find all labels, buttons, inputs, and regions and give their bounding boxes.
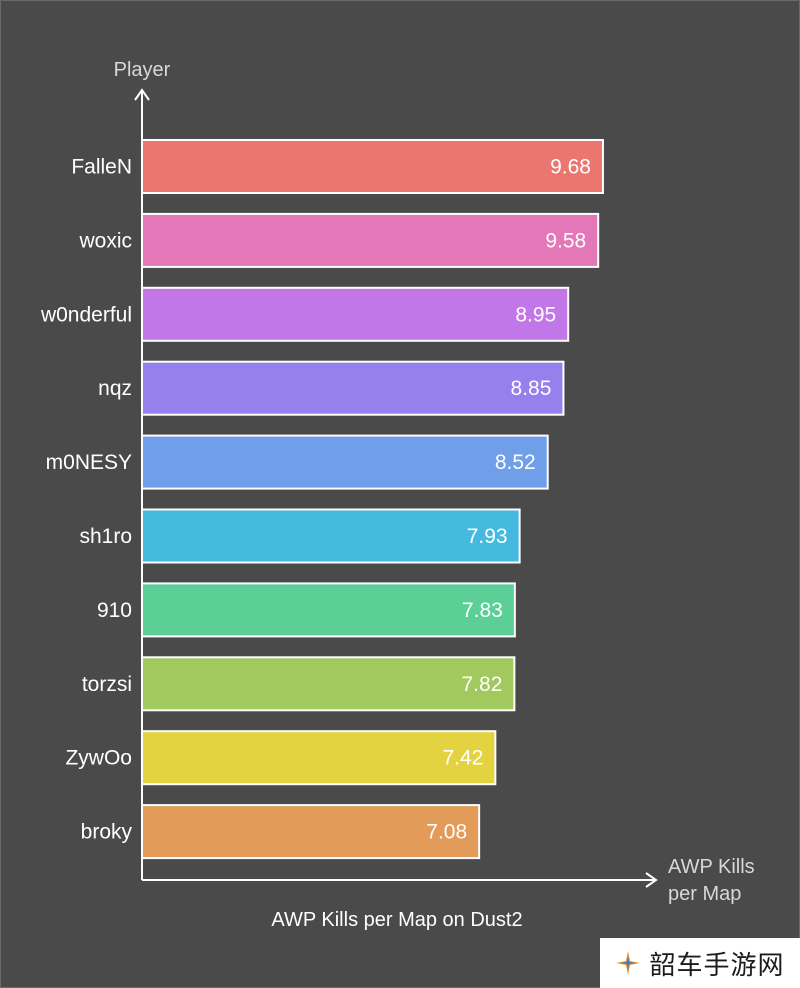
watermark-text: 韶车手游网 — [649, 950, 785, 981]
value-label: 8.85 — [511, 377, 552, 400]
value-label: 8.95 — [515, 303, 556, 326]
category-label: 910 — [97, 599, 132, 622]
x-axis — [142, 872, 658, 888]
value-label: 7.08 — [426, 821, 467, 844]
value-label: 7.93 — [467, 525, 508, 548]
bar-fallen — [141, 139, 604, 194]
bar-nqz — [141, 360, 565, 416]
bar-zywoo — [141, 730, 497, 786]
value-label: 8.52 — [495, 451, 536, 474]
x-axis-title-line-2: per Map — [668, 883, 741, 905]
value-label: 9.58 — [545, 229, 586, 252]
bar-m0nesy — [141, 434, 549, 490]
bar-torzsi — [141, 656, 516, 712]
value-label: 7.42 — [442, 747, 483, 770]
category-label: m0NESY — [46, 451, 132, 474]
value-label: 7.83 — [462, 599, 503, 622]
category-label: w0nderful — [40, 303, 132, 326]
sparkle-logo-icon — [616, 951, 641, 975]
category-label: FalleN — [71, 156, 132, 179]
category-label: ZywOo — [65, 747, 132, 770]
chart-title: AWP Kills per Map on Dust2 — [271, 909, 522, 931]
category-label: nqz — [98, 377, 132, 400]
bar-910 — [141, 582, 516, 638]
bars-group: FalleN 9.68 woxic 9.58 w0nderful 8.95 nqz 8.85 m… — [40, 139, 604, 860]
watermark: 韶车手游网 — [600, 938, 800, 988]
value-label: 7.82 — [462, 673, 503, 696]
bar-broky — [141, 804, 481, 860]
category-label: sh1ro — [79, 525, 132, 548]
bar-sh1ro — [141, 508, 521, 564]
y-axis-title: Player — [114, 59, 171, 81]
category-label: broky — [81, 821, 133, 844]
bar-w0nderful — [141, 286, 570, 342]
category-label: woxic — [78, 229, 132, 252]
bar-woxic — [141, 212, 600, 268]
category-label: torzsi — [82, 673, 132, 696]
x-axis-title-line-1: AWP Kills — [668, 856, 755, 878]
y-axis — [134, 88, 150, 880]
value-label: 9.68 — [550, 156, 591, 179]
